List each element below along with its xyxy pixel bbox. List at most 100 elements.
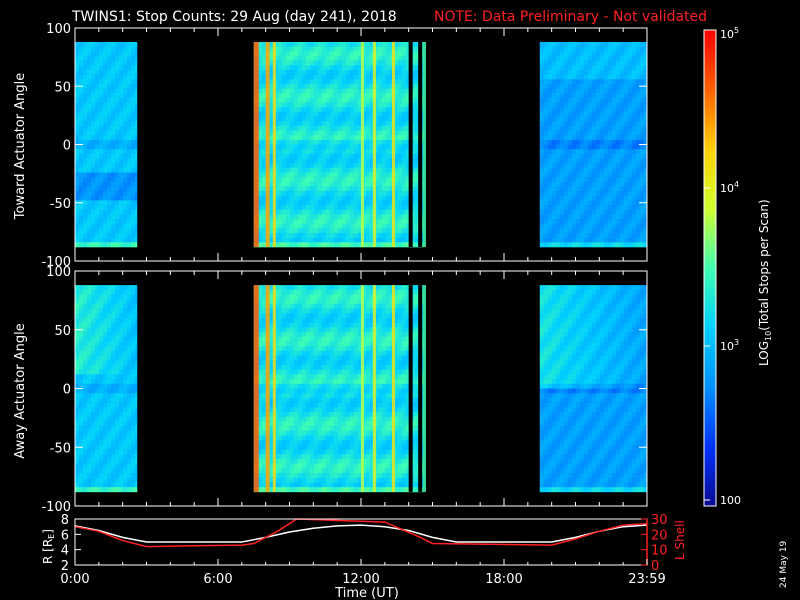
heatmap-cell <box>381 60 387 66</box>
heatmap-cell <box>289 369 295 375</box>
heatmap-cell <box>87 430 92 436</box>
heatmap-cell <box>297 79 303 85</box>
heatmap-cell <box>127 135 132 141</box>
heatmap-cell <box>131 369 136 375</box>
heatmap-cell <box>555 200 561 206</box>
heatmap-cell <box>131 167 136 173</box>
heatmap-cell <box>119 369 124 375</box>
heatmap-cell <box>297 107 303 113</box>
heatmap-cell <box>91 327 96 333</box>
heatmap-cell <box>539 139 545 145</box>
heatmap-cell <box>603 69 609 75</box>
heatmap-cell <box>135 318 138 323</box>
heatmap-cell <box>273 186 279 192</box>
heatmap-cell <box>329 55 335 61</box>
heatmap-cell <box>635 214 641 220</box>
heatmap-cell <box>115 365 120 370</box>
heatmap-cell <box>107 440 112 446</box>
heatmap-cell <box>421 65 424 71</box>
heatmap-cell <box>639 46 645 52</box>
heatmap-cell <box>87 463 92 469</box>
heatmap-cell <box>261 332 267 338</box>
heatmap-cell <box>547 191 553 197</box>
heatmap-cell <box>107 379 112 385</box>
heatmap-cell <box>75 209 80 215</box>
heatmap-cell <box>583 158 589 164</box>
heatmap-cell <box>75 407 80 413</box>
heatmap-cell <box>103 88 108 94</box>
heatmap-cell <box>627 223 633 229</box>
heatmap-cell <box>107 482 112 488</box>
heatmap-cell <box>107 60 112 66</box>
heatmap-cell <box>611 111 617 117</box>
heatmap-cell <box>119 130 124 136</box>
heatmap-cell <box>119 487 124 493</box>
heatmap-cell <box>381 237 387 243</box>
heatmap-cell <box>611 163 617 169</box>
heatmap-cell <box>329 93 335 99</box>
heatmap-cell <box>337 130 343 136</box>
heatmap-cell <box>273 65 279 71</box>
heatmap-cell <box>413 97 419 103</box>
heatmap-cell <box>273 369 279 375</box>
heatmap-cell <box>539 153 545 159</box>
heatmap-cell <box>563 139 569 145</box>
heatmap-cell <box>627 93 633 99</box>
heatmap-cell <box>103 477 108 483</box>
heatmap-cell <box>135 459 138 464</box>
heatmap-cell <box>313 88 319 94</box>
heatmap-cell <box>639 79 645 85</box>
heatmap-cell <box>377 205 383 211</box>
heatmap-cell <box>547 214 553 220</box>
heatmap-cell <box>115 459 120 464</box>
heatmap-cell <box>385 158 391 164</box>
heatmap-cell <box>547 51 553 57</box>
heatmap-cell <box>377 51 383 57</box>
heatmap-cell <box>273 327 279 333</box>
heatmap-cell <box>119 97 124 103</box>
heatmap-cell <box>131 355 136 361</box>
heatmap-cell <box>611 60 617 66</box>
heatmap-cell <box>111 209 116 215</box>
heatmap-cell <box>631 60 637 66</box>
heatmap-cell <box>289 402 295 408</box>
heatmap-cell <box>115 237 120 243</box>
heatmap-cell <box>555 111 561 117</box>
heatmap-cell <box>357 130 363 136</box>
heatmap-cell <box>611 93 617 99</box>
heatmap-cell <box>289 289 295 295</box>
heatmap-cell <box>583 149 589 155</box>
heatmap-cell <box>297 74 303 80</box>
heatmap-cell <box>79 402 84 408</box>
heatmap-cell <box>83 55 88 61</box>
heatmap-cell <box>87 242 92 248</box>
heatmap-cell <box>555 83 561 89</box>
heatmap-cell <box>413 163 419 169</box>
heatmap-cell <box>103 355 108 361</box>
heatmap-cell <box>127 209 132 215</box>
heatmap-cell <box>281 223 287 229</box>
heatmap-cell <box>257 242 263 248</box>
heatmap-cell <box>285 416 291 422</box>
heatmap-cell <box>619 223 625 229</box>
heatmap-cell <box>421 125 424 131</box>
heatmap-cell <box>413 144 419 150</box>
heatmap-cell <box>377 125 383 131</box>
heatmap-cell <box>289 88 295 94</box>
heatmap-cell <box>309 41 315 47</box>
heatmap-cell <box>635 97 641 103</box>
heatmap-cell <box>277 83 283 89</box>
heatmap-cell <box>353 102 359 108</box>
heatmap-cell <box>277 223 283 229</box>
heatmap-cell <box>83 149 88 155</box>
heatmap-cell <box>99 93 104 99</box>
heatmap-cell <box>269 355 275 361</box>
heatmap-cell <box>99 416 104 422</box>
heatmap-cell <box>575 55 581 61</box>
heatmap-cell <box>269 369 275 375</box>
heatmap-cell <box>119 55 124 61</box>
heatmap-cell <box>95 65 100 71</box>
heatmap-cell <box>595 139 601 145</box>
heatmap-cell <box>623 111 629 117</box>
heatmap-cell <box>571 214 577 220</box>
